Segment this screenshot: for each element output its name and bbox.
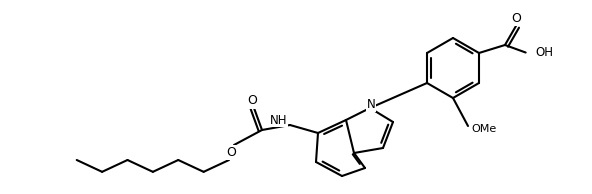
- Text: O: O: [511, 12, 521, 25]
- Text: O: O: [226, 146, 236, 158]
- Text: N: N: [366, 99, 375, 112]
- Text: O: O: [247, 94, 257, 107]
- Text: OMe: OMe: [471, 124, 497, 134]
- Text: NH: NH: [269, 113, 287, 126]
- Text: OH: OH: [536, 46, 554, 59]
